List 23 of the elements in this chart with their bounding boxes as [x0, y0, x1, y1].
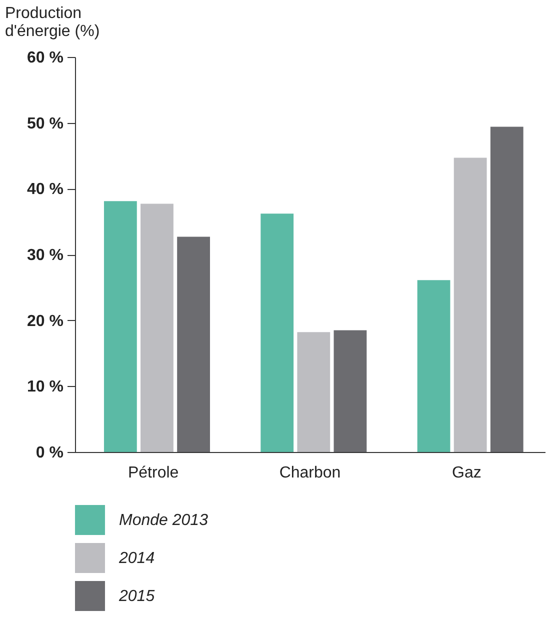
- bar: [490, 126, 524, 452]
- legend-label: Monde 2013: [119, 512, 208, 529]
- bar: [417, 280, 450, 452]
- bar: [297, 332, 330, 452]
- x-tick-label: Pétrole: [128, 464, 179, 482]
- y-tick-label: 20 %: [27, 312, 64, 330]
- y-tick-label: 40 %: [27, 181, 64, 198]
- y-tick-label: 30 %: [27, 247, 64, 264]
- y-axis-title: Production d'énergie (%): [5, 5, 100, 40]
- x-tick-label: Charbon: [279, 464, 341, 482]
- bar: [177, 236, 210, 452]
- y-tick-label: 50 %: [27, 115, 64, 132]
- legend-label: 2014: [118, 550, 155, 567]
- bar: [140, 204, 174, 452]
- legend-label: 2015: [118, 588, 155, 605]
- bar: [260, 214, 294, 452]
- y-tick-label: 10 %: [27, 378, 64, 396]
- bar: [104, 201, 137, 452]
- bar: [454, 158, 487, 452]
- y-tick-label: 0 %: [36, 444, 64, 462]
- x-tick-label: Gaz: [452, 464, 482, 482]
- bar: [334, 330, 367, 452]
- y-tick-label: 60 %: [27, 50, 64, 66]
